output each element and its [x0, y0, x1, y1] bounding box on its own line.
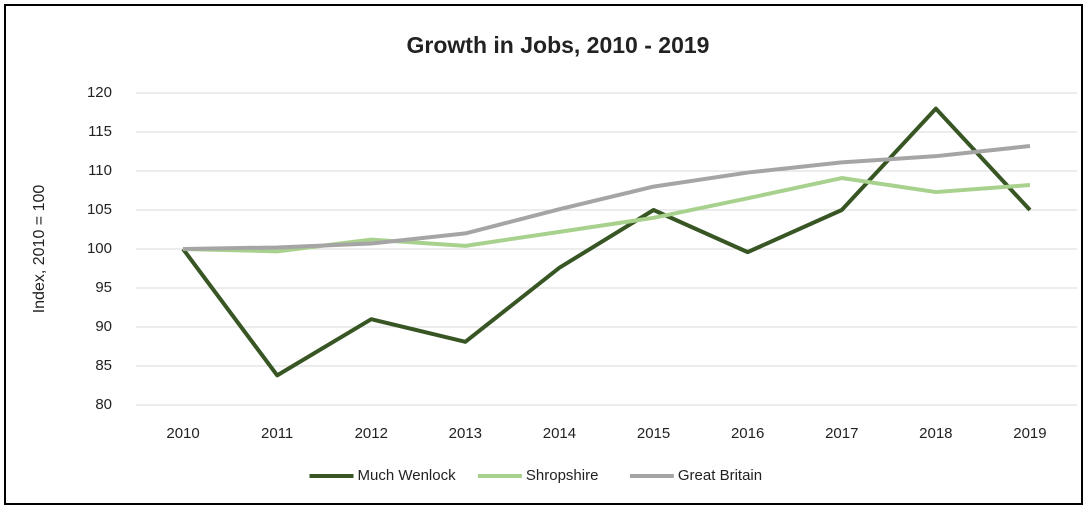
y-tick-label: 95 [95, 279, 112, 296]
y-tick-label: 115 [88, 123, 112, 140]
x-tick-label: 2013 [449, 425, 482, 442]
x-tick-label: 2015 [637, 425, 670, 442]
line-series [183, 144, 1031, 251]
legend-label: Great Britain [678, 467, 762, 484]
x-tick-label: 2017 [825, 425, 858, 442]
y-tick-label: 100 [87, 240, 112, 257]
y-tick-label: 105 [87, 201, 112, 218]
x-tick-label: 2019 [1013, 425, 1046, 442]
y-tick-label: 80 [95, 396, 112, 413]
y-tick-label: 85 [95, 357, 112, 374]
x-tick-label: 2016 [731, 425, 764, 442]
y-axis-label: Index, 2010 = 100 [31, 185, 48, 314]
x-tick-label: 2011 [261, 425, 293, 442]
x-tick-label: 2014 [543, 425, 576, 442]
legend-label: Shropshire [526, 467, 599, 484]
legend-label: Much Wenlock [358, 467, 457, 484]
chart-frame [4, 4, 1083, 505]
x-tick-label: 2018 [919, 425, 952, 442]
y-tick-label: 120 [87, 84, 112, 101]
x-tick-label: 2012 [355, 425, 388, 442]
chart-title: Growth in Jobs, 2010 - 2019 [407, 32, 710, 58]
x-tick-label: 2010 [166, 425, 199, 442]
y-tick-label: 110 [88, 162, 112, 179]
y-tick-label: 90 [95, 318, 112, 335]
